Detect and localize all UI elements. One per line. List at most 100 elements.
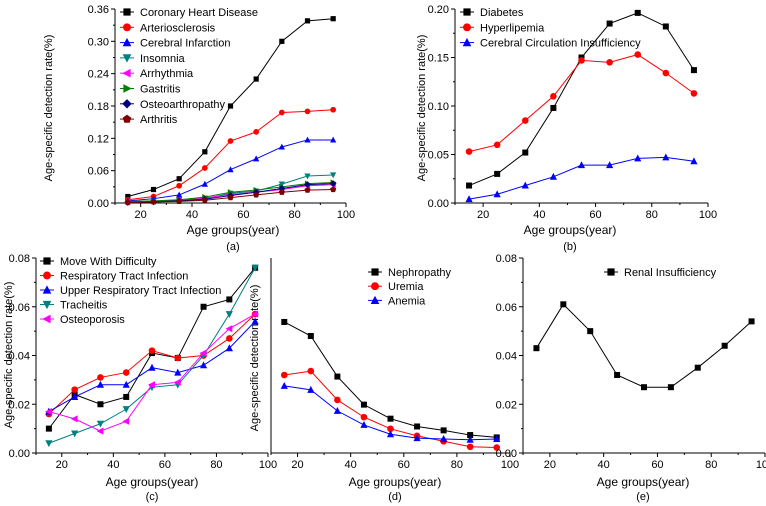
data-point xyxy=(587,328,594,335)
data-point xyxy=(96,427,104,435)
panel-c-xlabel: Age groups(year) xyxy=(106,475,199,489)
data-point xyxy=(96,420,105,428)
data-point xyxy=(690,67,697,74)
data-point xyxy=(414,423,421,430)
legend-marker xyxy=(122,114,132,123)
panel-c-plot: 20 40 60 80 100 0.00 0.02 0.04 0.06 0.08 Move With… xyxy=(9,253,278,471)
data-point xyxy=(307,385,315,393)
data-point xyxy=(304,136,311,143)
data-point xyxy=(226,296,233,303)
data-point xyxy=(281,318,288,325)
legend-marker xyxy=(371,282,379,291)
x-tick-label: 40 xyxy=(186,209,198,221)
data-point xyxy=(280,371,288,379)
data-point xyxy=(304,18,311,24)
data-point xyxy=(122,417,130,425)
x-tick-label: 20 xyxy=(291,459,303,471)
legend-label: Gastritis xyxy=(140,84,181,96)
legend-marker xyxy=(42,314,51,324)
data-point xyxy=(71,393,79,400)
data-point xyxy=(386,430,395,438)
data-point xyxy=(494,170,501,177)
y-tick-label: 0.18 xyxy=(88,101,109,113)
data-point xyxy=(97,401,104,408)
data-point xyxy=(694,364,701,371)
data-point xyxy=(278,143,285,150)
legend-label: Insomnia xyxy=(140,53,186,65)
data-point xyxy=(199,361,208,369)
data-point xyxy=(227,166,234,173)
data-point xyxy=(227,103,234,109)
data-point xyxy=(334,373,341,380)
x-tick-label: 40 xyxy=(598,459,610,471)
data-point xyxy=(123,393,130,400)
legend-label: Osteoarthropathy xyxy=(140,99,225,111)
data-point xyxy=(125,193,131,200)
panel-b: Age-specific detection rate(%) Age group… xyxy=(416,35,616,253)
data-point xyxy=(251,264,259,272)
legend-marker xyxy=(122,54,132,63)
data-point xyxy=(174,368,182,376)
y-tick-label: 0.00 xyxy=(9,448,30,460)
x-tick-label: 80 xyxy=(289,209,301,221)
legend-label: Cerebral Circulation Insufficiency xyxy=(480,38,641,50)
legend-marker xyxy=(123,8,131,16)
data-point xyxy=(493,190,501,198)
y-tick-label: 0.02 xyxy=(9,399,30,411)
data-point xyxy=(278,109,285,116)
x-tick-label: 40 xyxy=(533,209,545,221)
panel-d-plot: 20 40 60 80 100 Nephropathy Uremia Anemia xyxy=(270,258,519,471)
data-point xyxy=(176,182,183,189)
legend-marker xyxy=(122,99,132,109)
y-tick-label: 0.08 xyxy=(496,253,517,265)
data-point xyxy=(200,303,207,310)
data-point xyxy=(253,76,259,82)
panel-e-caption: (e) xyxy=(636,491,649,503)
legend-label: Arthritis xyxy=(140,114,178,126)
data-point xyxy=(550,104,557,111)
data-point xyxy=(304,108,311,115)
legend-marker xyxy=(123,23,131,32)
data-point xyxy=(606,161,614,169)
data-point xyxy=(466,443,474,451)
data-point xyxy=(122,369,130,376)
x-tick-label: 60 xyxy=(398,459,410,471)
legend-marker xyxy=(123,84,132,93)
data-point xyxy=(225,344,233,352)
data-point xyxy=(360,401,367,408)
data-point xyxy=(493,141,501,149)
data-point xyxy=(533,345,540,352)
data-point xyxy=(330,186,337,193)
panel-a-plot: 20 40 60 80 100 0.00 0.06 0.12 0.18 0.24 0.30 0.36 C… xyxy=(88,4,356,221)
x-tick-label: 20 xyxy=(135,209,147,221)
data-point xyxy=(329,180,337,187)
panel-a-xlabel: Age groups(year) xyxy=(187,223,280,237)
data-point xyxy=(387,415,394,422)
data-point xyxy=(279,38,285,44)
data-point xyxy=(307,333,314,339)
data-point xyxy=(253,191,260,198)
data-point xyxy=(251,310,259,318)
legend-label: Anemia xyxy=(388,295,426,307)
data-point xyxy=(334,396,341,404)
data-point xyxy=(278,181,285,188)
data-point xyxy=(387,425,394,433)
data-point xyxy=(202,149,208,155)
data-point xyxy=(606,59,613,66)
panel-c-ylabel: Age-specific detection rate(%) xyxy=(3,282,15,429)
data-point xyxy=(560,301,567,308)
y-tick-label: 0.00 xyxy=(88,198,109,210)
data-point xyxy=(71,386,78,393)
x-tick-label: 100 xyxy=(501,459,519,471)
data-point xyxy=(253,155,260,162)
data-point xyxy=(667,384,674,391)
legend-marker xyxy=(42,300,52,310)
data-point xyxy=(201,180,208,187)
y-tick-label: 0.06 xyxy=(496,302,517,314)
data-point xyxy=(577,161,586,169)
data-point xyxy=(493,435,501,442)
data-point xyxy=(304,173,311,180)
panel-a: Age-specific detection rate(%) Age group… xyxy=(43,35,279,253)
y-tick-label: 0.06 xyxy=(9,302,30,314)
data-point xyxy=(225,311,233,318)
